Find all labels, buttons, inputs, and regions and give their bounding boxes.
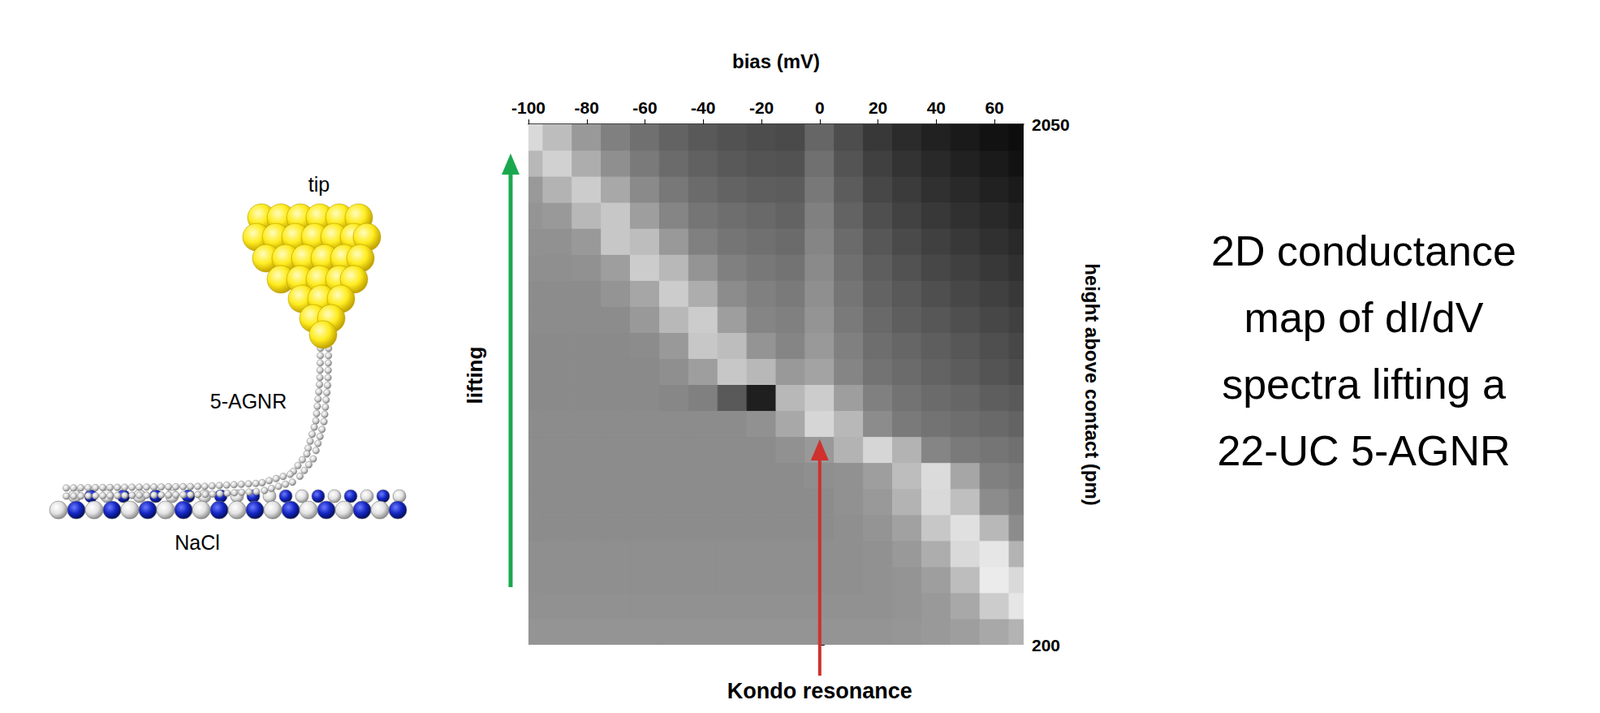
svg-text:tip: tip bbox=[308, 172, 330, 196]
svg-text:40: 40 bbox=[927, 98, 946, 117]
svg-text:2050: 2050 bbox=[1031, 115, 1070, 134]
html-text:2D conductance: 2D conductance bbox=[1211, 227, 1517, 275]
svg-text:-40: -40 bbox=[690, 98, 716, 117]
svg-text:-60: -60 bbox=[632, 98, 657, 117]
svg-text:60: 60 bbox=[984, 98, 1004, 117]
svg-text:bias (mV): bias (mV) bbox=[732, 50, 820, 73]
svg-text:200: 200 bbox=[1031, 635, 1061, 655]
svg-text:-20: -20 bbox=[749, 98, 774, 117]
svg-text:Kondo resonance: Kondo resonance bbox=[727, 678, 913, 703]
svg-text:-100: -100 bbox=[511, 98, 546, 117]
svg-text:5-AGNR: 5-AGNR bbox=[210, 389, 287, 413]
html-text:22-UC 5-AGNR: 22-UC 5-AGNR bbox=[1217, 426, 1511, 475]
svg-text:height above contact (pm): height above contact (pm) bbox=[1081, 263, 1104, 506]
svg-text:20: 20 bbox=[868, 98, 888, 117]
html-text:spectra lifting a: spectra lifting a bbox=[1221, 360, 1506, 408]
svg-text:-80: -80 bbox=[574, 98, 600, 117]
html-text:map of dI/dV: map of dI/dV bbox=[1244, 293, 1484, 341]
svg-text:lifting: lifting bbox=[462, 346, 488, 405]
svg-text:NaCl: NaCl bbox=[174, 530, 220, 554]
svg-text:0: 0 bbox=[815, 98, 825, 117]
